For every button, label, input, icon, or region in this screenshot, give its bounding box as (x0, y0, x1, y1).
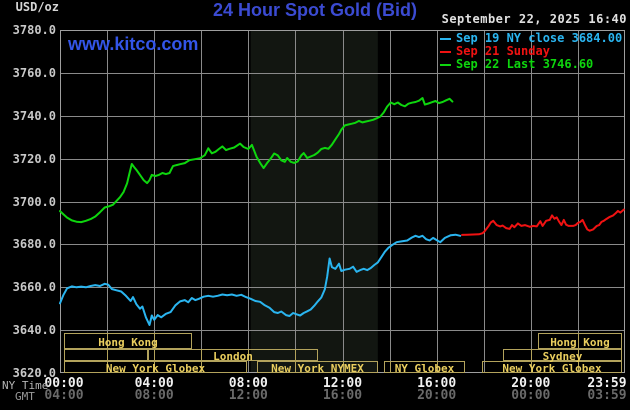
x-tick-ny-time: 16:00 (417, 376, 457, 391)
x-tick-gmt: 03:59 (587, 388, 627, 403)
y-tick-label: 3660.0 (12, 280, 56, 295)
x-tick-ny-time: 04:00 (134, 376, 174, 391)
session-box-divider (154, 350, 155, 360)
session-box (64, 349, 148, 361)
session-label: Hong Kong (550, 336, 610, 349)
y-tick-label: 3720.0 (12, 151, 56, 166)
session-label: NY Globex (394, 362, 455, 375)
y-tick-label: 3700.0 (12, 194, 56, 209)
session-box-sydney: Sydney (503, 349, 622, 363)
session-box-new-york-globex: New York Globex (64, 361, 247, 375)
x-tick-ny-time: 08:00 (228, 376, 268, 391)
x-tick-ny-time: 00:00 (44, 376, 84, 391)
session-box-divider (201, 350, 202, 360)
session-label: Hong Kong (98, 336, 158, 349)
session-label: New York Globex (105, 362, 206, 375)
series-sep19-line (59, 233, 462, 326)
y-tick-label: 3740.0 (12, 108, 56, 123)
ny-time-axis-caption: NY Time (2, 379, 49, 392)
session-box-divider (201, 362, 202, 372)
chart-title: 24 Hour Spot Gold (Bid) (213, 0, 417, 20)
legend-entry-label: Sep 19 NY close 3684.00 (456, 31, 623, 45)
x-tick-gmt: 20:00 (417, 388, 457, 403)
kitco-watermark-link[interactable]: www.kitco.com (68, 34, 199, 54)
y-tick-label: 3620.0 (12, 366, 56, 380)
session-box-divider (107, 350, 108, 360)
x-tick-gmt: 12:00 (228, 388, 268, 403)
x-tick-gmt: 16:00 (322, 388, 363, 403)
gmt-axis-caption: GMT (15, 390, 35, 403)
session-box-divider (437, 362, 438, 372)
x-tick-gmt: 00:00 (511, 388, 551, 403)
session-box-hong-kong: Hong Kong (64, 333, 192, 349)
chart-datetime: September 22, 2025 16:40 (441, 12, 627, 26)
session-box-divider (390, 362, 391, 372)
session-box-new-york-nymex: New York NYMEX (257, 361, 378, 375)
session-box-new-york-globex: New York Globex (482, 361, 622, 375)
y-tick-label: 3760.0 (12, 65, 56, 80)
session-box-divider (295, 350, 296, 360)
session-box-divider (531, 350, 532, 360)
legend-dash-icon (440, 50, 451, 53)
x-tick-gmt: 08:00 (134, 388, 174, 403)
session-box-hong-kong: Hong Kong (538, 333, 622, 349)
session-box-divider (578, 334, 579, 348)
legend-dash-icon (440, 37, 451, 40)
chart-legend: Sep 19 NY close 3684.00 Sep 21 Sunday Sep … (440, 31, 623, 71)
x-tick-ny-time: 20:00 (511, 376, 551, 391)
y-axis-unit-label: USD/oz (15, 0, 59, 14)
x-tick-gmt: 04:00 (44, 388, 84, 403)
session-label: New York Globex (502, 362, 602, 375)
series-sep21-line (461, 208, 625, 236)
session-label: Sydney (542, 350, 583, 363)
x-tick-ny-time: 23:59 (587, 376, 627, 391)
y-tick-label: 3640.0 (12, 323, 56, 338)
session-label: London (213, 350, 253, 363)
session-label: New York NYMEX (271, 362, 364, 375)
y-tick-label: 3780.0 (12, 23, 56, 37)
legend-dash-icon (440, 63, 451, 66)
session-box-divider (154, 334, 155, 348)
session-box-ny-globex: NY Globex (384, 361, 465, 375)
session-box-london: London (148, 349, 318, 363)
x-tick-ny-time: 12:00 (322, 376, 363, 391)
session-box-divider (531, 362, 532, 372)
legend-entry-label: Sep 22 Last 3746.60 (456, 57, 594, 71)
session-box-divider (295, 362, 296, 372)
session-box-divider (343, 362, 344, 372)
series-sep22-line (59, 97, 454, 224)
session-box-divider (578, 350, 579, 360)
session-box-divider (154, 362, 155, 372)
legend-entry: Sep 19 NY close 3684.00 (440, 31, 623, 45)
session-box-divider (578, 362, 579, 372)
legend-entry: Sep 21 Sunday (440, 44, 622, 58)
session-box-divider (107, 362, 108, 372)
nymex-session-band (250, 30, 378, 373)
y-tick-label: 3680.0 (12, 237, 56, 252)
legend-entry: Sep 22 Last 3746.60 (440, 57, 622, 71)
session-box-divider (248, 350, 249, 360)
session-box-divider (107, 334, 108, 348)
legend-entry-label: Sep 21 Sunday (456, 44, 550, 58)
